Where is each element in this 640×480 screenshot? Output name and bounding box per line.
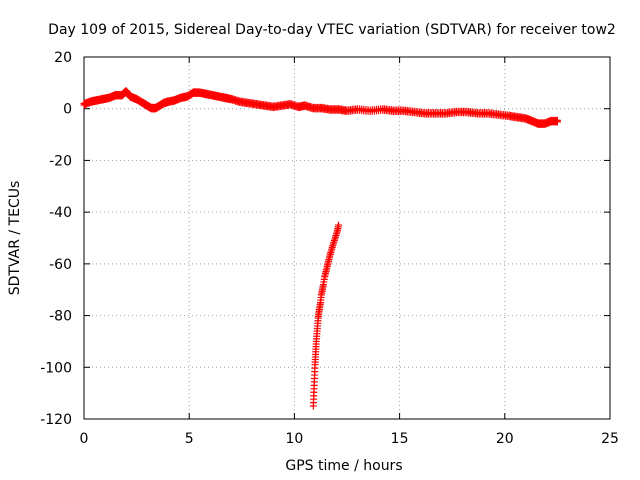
y-tick-label: 0: [63, 102, 72, 118]
x-tick-labels: 0 5 10 15 20 25: [80, 431, 619, 447]
y-axis-label: SDTVAR / TECUs: [7, 181, 23, 296]
x-axis-label: GPS time / hours: [285, 458, 402, 474]
series-outlier-arc: [309, 221, 343, 410]
x-tick-label: 5: [185, 431, 194, 447]
x-tick-label: 25: [601, 431, 619, 447]
y-tick-label: -80: [49, 309, 72, 325]
y-tick-label: -120: [40, 412, 72, 428]
x-tick-label: 0: [80, 431, 89, 447]
data-point: [335, 221, 343, 229]
series-main-track: [80, 87, 561, 128]
x-tick-label: 10: [285, 431, 303, 447]
chart-title: Day 109 of 2015, Sidereal Day-to-day VTE…: [48, 22, 616, 38]
data-point-fill: [553, 118, 561, 126]
y-tick-label: -100: [40, 360, 72, 376]
plot-frame: [83, 56, 611, 420]
data-points: [80, 87, 561, 410]
y-tick-label: -40: [49, 205, 72, 221]
y-tick-label: -20: [49, 153, 72, 169]
y-tick-label: 20: [54, 50, 72, 66]
axis-ticks: [83, 56, 611, 420]
x-tick-label: 15: [391, 431, 409, 447]
grid: [84, 57, 610, 419]
y-tick-labels: 20 0 -20 -40 -60 -80 -100 -120: [40, 50, 72, 428]
x-tick-label: 20: [496, 431, 514, 447]
y-tick-label: -60: [49, 257, 72, 273]
